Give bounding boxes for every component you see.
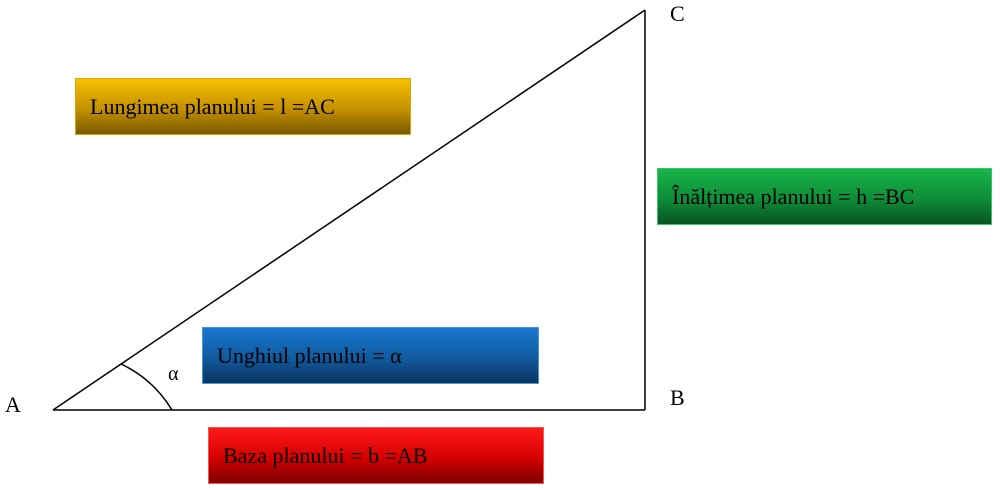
base-label-text: Baza planului = b =AB <box>223 442 428 468</box>
angle-arc <box>120 363 173 411</box>
height-label-text: Înălțimea planului = h =BC <box>672 183 915 209</box>
angle-alpha-label: α <box>168 363 179 385</box>
vertex-b-label: B <box>670 385 685 410</box>
hypotenuse-ac <box>52 9 646 411</box>
height-label-box: Înălțimea planului = h =BC <box>657 168 992 225</box>
vertex-c-label: C <box>670 1 685 26</box>
angle-label-box: Unghiul planului = α <box>202 327 539 384</box>
length-label-text: Lungimea planului = l =AC <box>90 93 335 119</box>
angle-label-text: Unghiul planului = α <box>217 342 402 368</box>
base-label-box: Baza planului = b =AB <box>208 427 544 484</box>
vertex-a-label: A <box>5 392 21 417</box>
length-label-box: Lungimea planului = l =AC <box>75 78 411 135</box>
